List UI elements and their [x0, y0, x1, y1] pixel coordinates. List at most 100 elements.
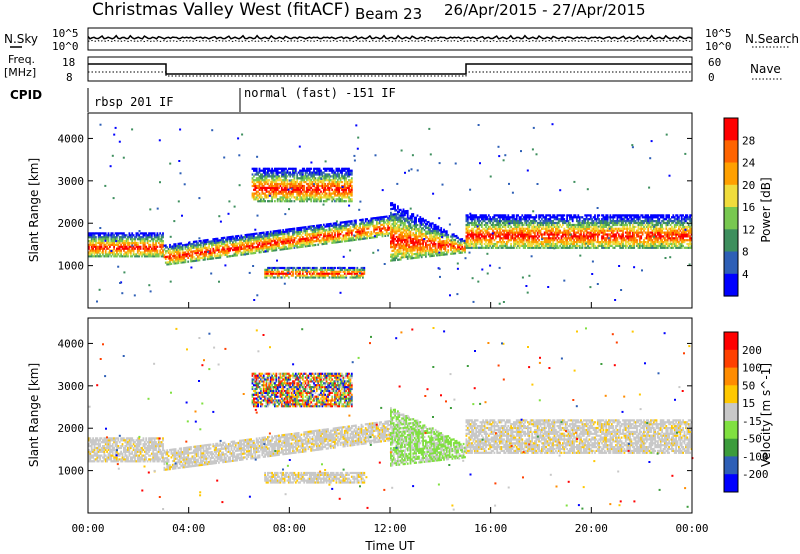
velocity-ytick-label: 1000: [58, 465, 85, 478]
colorbar-swatch: [724, 456, 738, 475]
colorbar-tick-label: 12: [742, 223, 755, 236]
power-heatmap: [88, 123, 693, 305]
nave-line: [88, 71, 692, 77]
cpid-segment-2: normal (fast) -151 IF: [244, 86, 396, 100]
beam-title: Beam 23: [355, 5, 422, 23]
colorbar-swatch: [724, 367, 738, 386]
time-xtick-label: 20:00: [575, 522, 608, 535]
colorbar-tick-label: 15: [742, 397, 755, 410]
power-colorbar-label: Power [dB]: [759, 177, 773, 242]
colorbar-tick-label: 50: [742, 379, 755, 392]
power-band-5: [264, 266, 366, 279]
cpid-segment-1: rbsp 201 IF: [94, 95, 173, 109]
velocity-ytick-label: 2000: [58, 422, 85, 435]
velocity-ylabel: Slant Range [km]: [27, 363, 41, 467]
colorbar-swatch: [724, 251, 738, 275]
colorbar-swatch: [724, 332, 738, 351]
velocity-scatter: [88, 327, 694, 511]
colorbar-tick-label: -50: [742, 433, 762, 446]
freq-left-tick-top: 18: [62, 56, 75, 69]
power-ylabel: Slant Range [km]: [27, 158, 41, 262]
colorbar-tick-label: 24: [742, 157, 756, 170]
colorbar-tick-label: 200: [742, 344, 762, 357]
cpid-label: CPID: [10, 88, 42, 102]
velocity-band-0: [88, 437, 164, 463]
power-scatter: [96, 123, 691, 305]
colorbar-swatch: [724, 140, 738, 164]
freq-label-1: Freq.: [8, 53, 35, 66]
time-xtick-label: 12:00: [373, 522, 406, 535]
power-colorbar: 28 24 20 16 12 8 4: [723, 117, 756, 297]
noise-right-tick-bottom: 10^0: [705, 40, 732, 53]
noise-left-label: N.Sky: [4, 32, 38, 46]
noise-right-tick-top: 10^5: [705, 27, 732, 40]
velocity-y-ticks: 1000 2000 3000 4000: [58, 337, 692, 478]
colorbar-swatch: [724, 385, 738, 404]
noise-panel-frame: [87, 27, 693, 51]
power-panel-frame: [87, 112, 693, 309]
colorbar-swatch: [724, 273, 738, 297]
power-band-2: [390, 202, 466, 262]
power-ytick-label: 3000: [58, 175, 85, 188]
time-xtick-label: 08:00: [273, 522, 306, 535]
velocity-colorbar-label: Velocity [m s^-1]: [759, 363, 773, 467]
time-xtick-label: 04:00: [172, 522, 205, 535]
date-range-title: 26/Apr/2015 - 27/Apr/2015: [444, 1, 646, 19]
colorbar-swatch: [724, 403, 738, 422]
colorbar-tick-label: -100: [742, 450, 769, 463]
freq-panel-frame: [87, 56, 693, 82]
colorbar-tick-label: 100: [742, 362, 762, 375]
colorbar-swatch: [724, 420, 738, 440]
power-ytick-label: 2000: [58, 217, 85, 230]
velocity-ytick-label: 4000: [58, 337, 85, 350]
freq-right-tick-bottom: 0: [708, 71, 715, 84]
power-band-1: [163, 215, 391, 266]
velocity-colorbar: 200 100 50 15 -15 -50 -100 -200: [723, 331, 769, 493]
colorbar-swatch: [724, 474, 738, 493]
freq-left-tick-bottom: 8: [66, 71, 73, 84]
colorbar-tick-label: 20: [742, 179, 755, 192]
colorbar-tick-label: 4: [742, 268, 749, 281]
time-xtick-label: 00:00: [71, 522, 104, 535]
freq-label-2: [MHz]: [4, 66, 36, 79]
power-y-ticks: 1000 2000 3000 4000: [58, 132, 692, 273]
noise-left-tick-top: 10^5: [52, 27, 79, 40]
noise-search-line: [87, 39, 693, 43]
time-x-ticks: 00:00 04:00 08:00 12:00 16:00 20:00 00:00: [71, 302, 709, 535]
velocity-ytick-label: 3000: [58, 380, 85, 393]
colorbar-tick-label: 28: [742, 134, 755, 147]
colorbar-swatch: [724, 438, 738, 457]
colorbar-swatch: [724, 349, 738, 369]
velocity-heatmap: [88, 327, 694, 511]
time-xtick-label: 16:00: [474, 522, 507, 535]
power-band-0: [88, 232, 164, 258]
time-xlabel: Time UT: [364, 539, 415, 553]
colorbar-swatch: [724, 118, 738, 141]
velocity-band-3: [465, 419, 693, 454]
freq-right-tick-top: 60: [708, 56, 721, 69]
colorbar-swatch: [724, 207, 738, 230]
freq-line: [88, 63, 692, 75]
noise-left-tick-bottom: 10^0: [52, 40, 79, 53]
station-title: Christmas Valley West (fitACF): [92, 0, 350, 20]
power-band-4: [251, 167, 353, 203]
velocity-band-2: [390, 407, 466, 467]
power-ytick-label: 1000: [58, 260, 85, 273]
nave-label: Nave: [750, 62, 781, 76]
colorbar-tick-label: 16: [742, 201, 755, 214]
colorbar-swatch: [724, 162, 738, 186]
noise-right-label: N.Search: [745, 32, 799, 46]
colorbar-tick-label: 8: [742, 246, 749, 259]
velocity-band-5: [264, 471, 366, 484]
power-band-3: [465, 214, 693, 249]
colorbar-tick-label: -200: [742, 468, 769, 481]
velocity-band-1: [163, 420, 391, 471]
velocity-band-4: [251, 372, 353, 408]
time-xtick-label: 00:00: [675, 522, 708, 535]
power-ytick-label: 4000: [58, 132, 85, 145]
noise-sky-line: [87, 34, 693, 40]
colorbar-tick-label: -15: [742, 415, 762, 428]
colorbar-swatch: [724, 184, 738, 208]
colorbar-swatch: [724, 229, 738, 253]
